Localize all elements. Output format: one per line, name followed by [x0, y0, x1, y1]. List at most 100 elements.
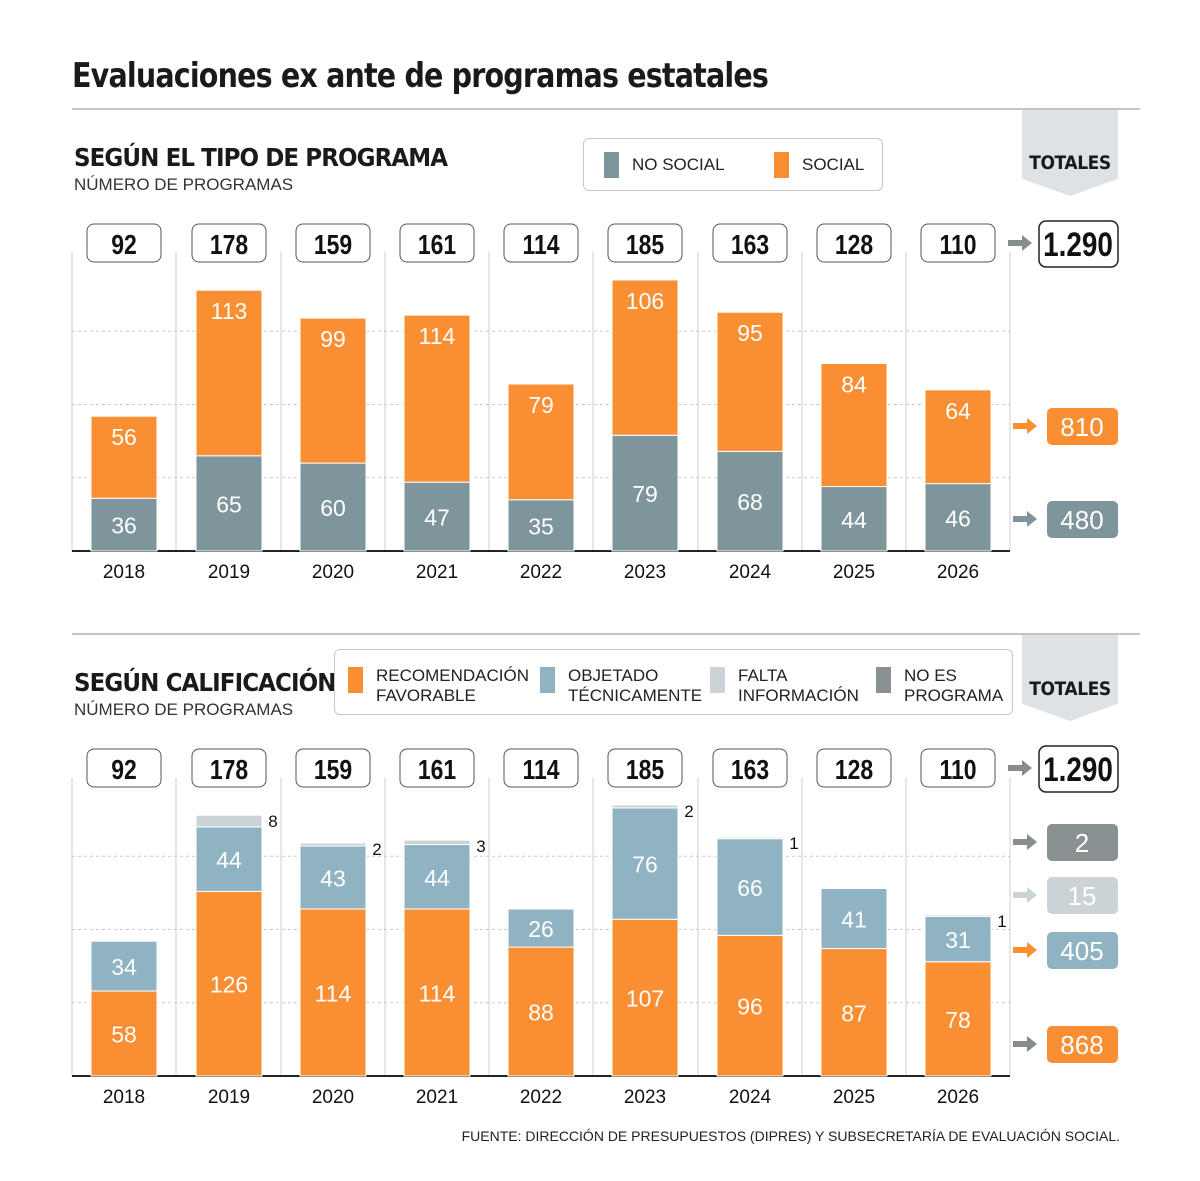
chart1-year-total-2023: 185 [626, 230, 664, 261]
chart2-totals-label: TOTALES [1029, 678, 1111, 700]
chart2-total-arrow-recomendacion-favorable-icon [1013, 1036, 1037, 1052]
chart2-value-label-falta-informacion-2024: 1 [789, 834, 798, 853]
chart1-grand-total-box [1038, 220, 1119, 268]
chart2-x-tick-2021: 2021 [416, 1087, 458, 1108]
chart2-x-tick-2019: 2019 [208, 1087, 250, 1108]
legend-item-objetado: OBJETADO TÉCNICAMENTE [540, 666, 703, 706]
source-note: FUENTE: DIRECCIÓN DE PRESUPUESTOS (DIPRE… [461, 1128, 1120, 1144]
chart1-bar-social-2020 [299, 317, 367, 464]
chart2-value-label-recomendacion-favorable-2024: 96 [737, 994, 763, 1020]
chart2-bar-objetado-tecnicamente-2021 [403, 844, 471, 910]
chart1-year-total-2018: 92 [111, 230, 137, 261]
chart1-bar-social-2026 [924, 389, 992, 485]
chart1-year-total-box-2026 [920, 223, 996, 263]
legend-label-objetado: OBJETADO TÉCNICAMENTE [568, 666, 703, 705]
chart1-value-label-social-2023: 106 [626, 288, 664, 314]
chart1-bar-social-2019 [195, 289, 263, 457]
chart2-year-total-box-2023 [607, 748, 683, 788]
chart2-value-label-objetado-tecnicamente-2025: 41 [841, 907, 867, 933]
chart2-bar-objetado-tecnicamente-2018 [90, 940, 158, 992]
chart2-total-badge-objetado-tecnicamente [1047, 932, 1118, 969]
chart2-year-total-box-2024 [712, 748, 788, 788]
chart2-bar-recomendacion-favorable-2022 [507, 946, 575, 1077]
chart1-year-total-box-2019 [191, 223, 267, 263]
chart1-year-total-box-2022 [503, 223, 579, 263]
legend-label-social: SOCIAL [802, 155, 865, 174]
chart2-bar-falta-informacion-2024 [716, 836, 784, 840]
chart1-bar-social-2021 [403, 314, 471, 483]
chart2-total-value-no-es-programa: 2 [1075, 828, 1089, 858]
chart1-bar-no-social-2021 [403, 481, 471, 552]
legend-label-no-social: NO SOCIAL [632, 155, 725, 174]
chart2-x-tick-2022: 2022 [520, 1087, 562, 1108]
chart2-bar-falta-informacion-2019 [195, 814, 263, 828]
chart1-bar-social-2023 [611, 279, 679, 436]
chart2-bar-objetado-tecnicamente-2020 [299, 845, 367, 910]
chart2-bar-objetado-tecnicamente-2022 [507, 908, 575, 948]
section-divider [72, 633, 1140, 635]
chart1-total-value-social: 810 [1060, 412, 1103, 442]
chart1-value-label-no-social-2020: 60 [320, 495, 346, 521]
chart1-year-total-2025: 128 [835, 230, 873, 261]
chart2-total-badge-no-es-programa [1047, 824, 1118, 861]
legend-swatch-recomendacion [348, 667, 363, 693]
chart2-bar-objetado-tecnicamente-2026 [924, 915, 992, 963]
chart2-bar-falta-informacion-2023 [611, 804, 679, 809]
legend-swatch-objetado [540, 667, 555, 693]
chart1-value-label-social-2018: 56 [111, 424, 137, 450]
chart1-year-total-box-2018 [86, 223, 162, 263]
chart1-x-tick-2026: 2026 [937, 562, 979, 583]
chart2-x-tick-2023: 2023 [624, 1087, 666, 1108]
chart1-value-label-no-social-2018: 36 [111, 513, 137, 539]
chart1-value-label-no-social-2019: 65 [216, 491, 242, 517]
chart1-bar-no-social-2026 [924, 483, 992, 552]
chart1-bar-no-social-2020 [299, 462, 367, 552]
chart2-year-total-box-2018 [86, 748, 162, 788]
title-divider [72, 108, 1140, 110]
chart2-total-value-objetado-tecnicamente: 405 [1060, 936, 1103, 966]
chart2-value-label-falta-informacion-2020: 2 [372, 840, 381, 859]
chart2-bar-falta-informacion-2021 [403, 839, 471, 846]
chart1-total-badge-social [1047, 408, 1118, 445]
chart1-x-tick-2025: 2025 [833, 562, 875, 583]
chart2-year-total-2020: 159 [314, 755, 352, 786]
chart2-year-total-box-2022 [503, 748, 579, 788]
chart1-x-tick-2022: 2022 [520, 562, 562, 583]
chart1-year-total-box-2024 [712, 223, 788, 263]
chart1-value-label-no-social-2021: 47 [424, 505, 450, 531]
chart1-bar-social-2018 [90, 415, 158, 499]
chart1-x-tick-2023: 2023 [624, 562, 666, 583]
chart1-bar-no-social-2024 [716, 450, 784, 552]
chart2-value-label-recomendacion-favorable-2025: 87 [841, 1000, 867, 1026]
chart2-total-value-recomendacion-favorable: 868 [1060, 1030, 1103, 1060]
chart2-value-label-objetado-tecnicamente-2019: 44 [216, 847, 242, 873]
chart1-total-badge-no-social [1047, 501, 1118, 538]
chart1-year-total-box-2025 [816, 223, 892, 263]
chart1-title: SEGÚN EL TIPO DE PROGRAMA [74, 143, 448, 172]
chart1-legend: NO SOCIAL SOCIAL [583, 138, 883, 191]
chart2-year-total-box-2025 [816, 748, 892, 788]
chart2-value-label-falta-informacion-2026: 1 [997, 912, 1006, 931]
chart2-bar-objetado-tecnicamente-2024 [716, 838, 784, 936]
chart2-grand-total-arrow-icon [1008, 760, 1032, 776]
chart1-total-arrow-no-social-icon [1013, 511, 1037, 527]
page-title: Evaluaciones ex ante de programas estata… [72, 56, 769, 96]
chart1-value-label-social-2020: 99 [320, 326, 346, 352]
chart2-value-label-objetado-tecnicamente-2026: 31 [945, 927, 971, 953]
chart1-x-tick-2020: 2020 [312, 562, 354, 583]
chart2-x-tick-2024: 2024 [729, 1087, 772, 1108]
chart1-value-label-social-2026: 64 [945, 398, 971, 424]
chart2-x-tick-2025: 2025 [833, 1087, 875, 1108]
chart1-value-label-social-2022: 79 [528, 392, 554, 418]
chart2-year-total-box-2021 [399, 748, 475, 788]
legend-label-falta: FALTA INFORMACIÓN [738, 666, 859, 705]
chart2-bar-objetado-tecnicamente-2025 [820, 887, 888, 950]
legend-item-recomendacion: RECOMENDACIÓN FAVORABLE [348, 666, 529, 706]
chart2-year-total-2021: 161 [418, 755, 456, 786]
chart1-year-total-box-2020 [295, 223, 371, 263]
chart2-bar-recomendacion-favorable-2023 [611, 918, 679, 1077]
chart2-value-label-falta-informacion-2023: 2 [684, 802, 693, 821]
chart1-total-value-no-social: 480 [1060, 505, 1103, 535]
chart2-total-badge-recomendacion-favorable [1047, 1026, 1118, 1063]
legend-swatch-no-social [604, 152, 619, 178]
